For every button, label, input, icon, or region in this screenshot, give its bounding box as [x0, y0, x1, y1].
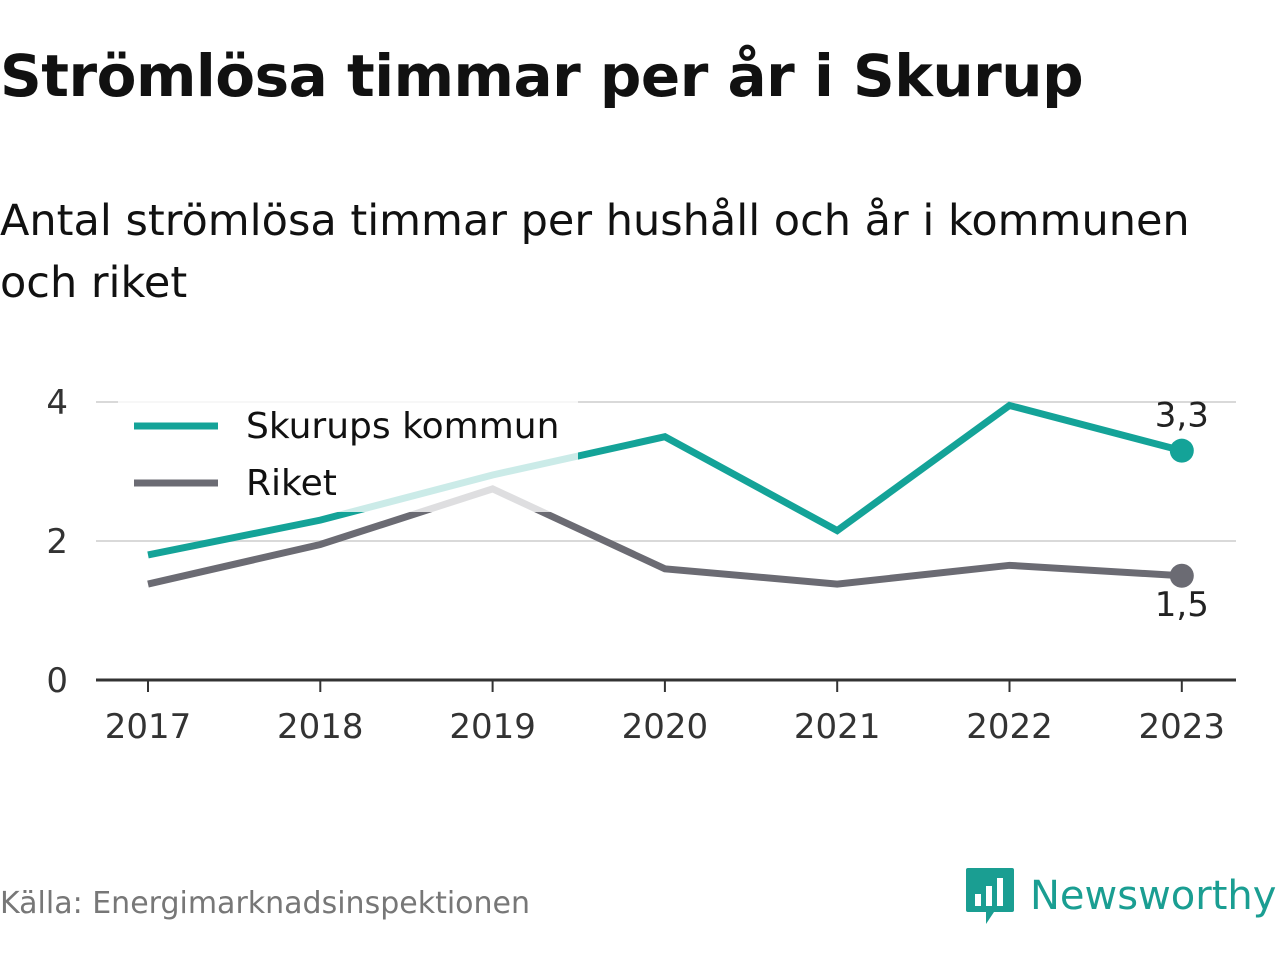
series-line-1	[147, 485, 1183, 588]
line-chart: 0 2 4 2017 2018 2019 2020 2021 2022 2023 Skurups…	[46, 383, 1236, 747]
x-tick-label: 2023	[1139, 707, 1226, 747]
end-label-0: 3,3	[1155, 396, 1209, 436]
x-tick-label: 2021	[794, 707, 881, 747]
end-point-0	[1169, 438, 1194, 463]
newsworthy-logo-icon	[966, 868, 1014, 924]
end-label-1: 1,5	[1155, 585, 1209, 625]
x-tick-label: 2019	[449, 707, 536, 747]
chart-title: Strömlösa timmar per år i Skurup	[0, 42, 1084, 110]
chart-subtitle: Antal strömlösa timmar per hushåll och å…	[0, 196, 1190, 308]
x-tick-label: 2017	[105, 707, 192, 747]
x-tick-label: 2018	[277, 707, 364, 747]
legend-label-0: Skurups kommun	[246, 406, 559, 447]
source-note: Källa: Energimarknadsinspektionen	[0, 886, 531, 921]
y-tick-label: 2	[46, 522, 68, 562]
x-tick-label: 2020	[622, 707, 709, 747]
legend: Skurups kommun Riket	[118, 400, 578, 512]
y-tick-label: 0	[46, 661, 68, 701]
legend-label-1: Riket	[246, 463, 337, 504]
brand-logo: Newsworthy	[964, 866, 1276, 926]
x-tick-label: 2022	[966, 707, 1053, 747]
y-axis-ticks: 0 2 4	[46, 383, 68, 701]
brand-name: Newsworthy	[1030, 873, 1277, 919]
series-lines	[147, 401, 1194, 588]
series-line-0	[147, 401, 1183, 559]
end-labels: 3,3 1,5	[1155, 396, 1209, 625]
end-point-1	[1169, 563, 1194, 588]
y-tick-label: 4	[46, 383, 68, 423]
x-axis-ticks: 2017 2018 2019 2020 2021 2022 2023	[105, 680, 1225, 747]
legend-background	[118, 400, 578, 512]
